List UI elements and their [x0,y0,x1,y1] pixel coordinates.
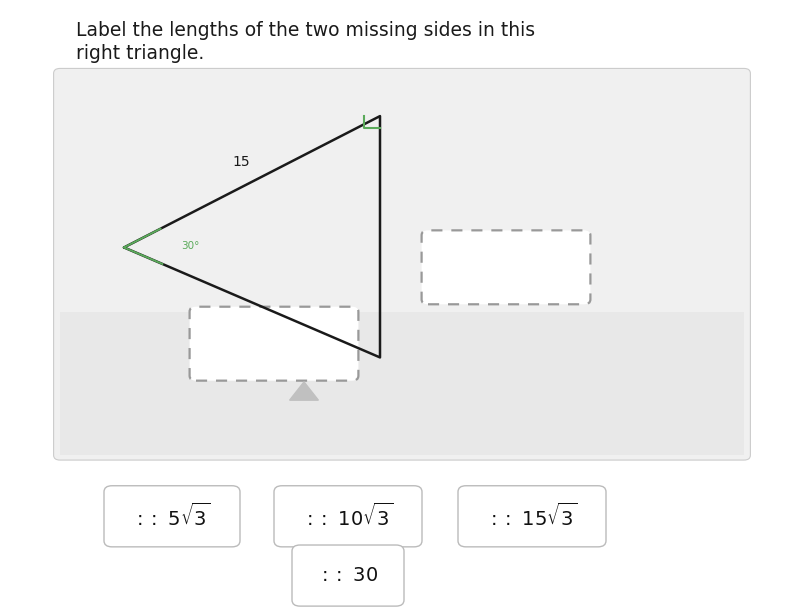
Text: $\mathregular{::\ 15\sqrt{3}}$: $\mathregular{::\ 15\sqrt{3}}$ [487,503,577,530]
FancyBboxPatch shape [422,230,590,304]
Text: Label the lengths of the two missing sides in this: Label the lengths of the two missing sid… [76,21,535,40]
FancyBboxPatch shape [458,486,606,547]
Polygon shape [290,382,318,400]
FancyBboxPatch shape [54,68,750,460]
Text: 30°: 30° [182,241,200,251]
Text: $\mathregular{::\ 10\sqrt{3}}$: $\mathregular{::\ 10\sqrt{3}}$ [303,503,393,530]
Text: $\mathregular{::\ 30}$: $\mathregular{::\ 30}$ [318,566,378,585]
Text: right triangle.: right triangle. [76,44,204,63]
FancyBboxPatch shape [292,545,404,606]
Text: $\mathregular{::\ 5\sqrt{3}}$: $\mathregular{::\ 5\sqrt{3}}$ [133,503,211,530]
Bar [60,312,744,455]
FancyBboxPatch shape [190,307,358,381]
Text: 15: 15 [232,155,250,169]
FancyBboxPatch shape [104,486,240,547]
FancyBboxPatch shape [274,486,422,547]
